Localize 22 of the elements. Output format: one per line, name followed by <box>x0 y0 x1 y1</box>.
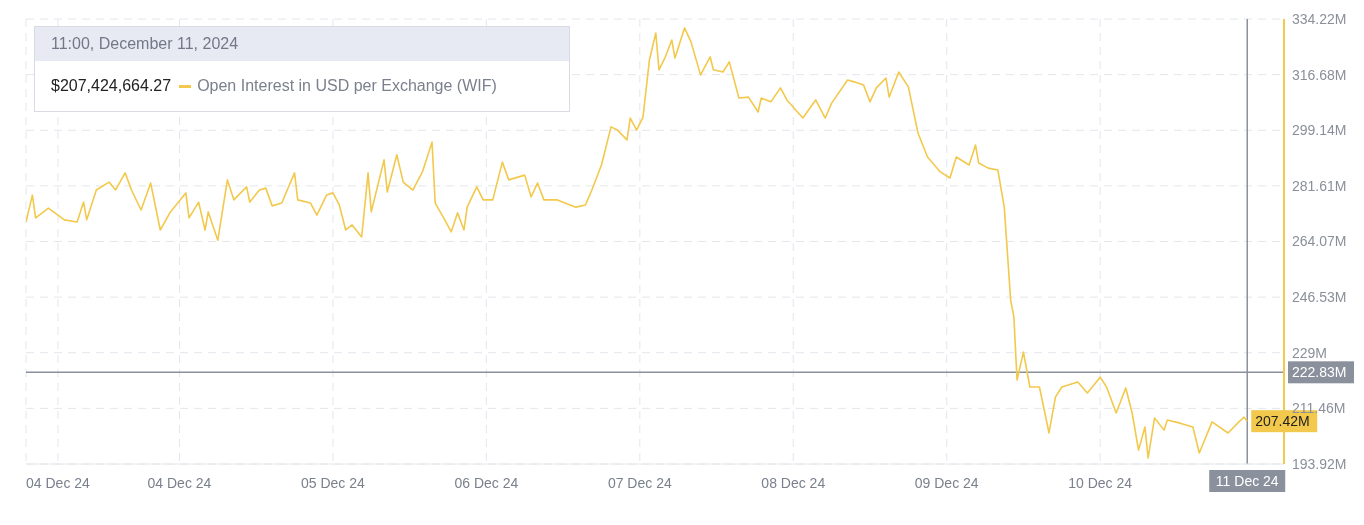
x-tick-label: 10 Dec 24 <box>1068 474 1133 491</box>
ref-line-label: 222.83M <box>1292 364 1347 381</box>
x-tick-label: 04 Dec 24 <box>147 474 212 491</box>
x-tick-label: 06 Dec 24 <box>454 474 519 491</box>
x-tick-label: 07 Dec 24 <box>607 474 672 491</box>
y-tick-label: 229M <box>1292 344 1328 361</box>
y-tick-label: 264.07M <box>1292 233 1347 250</box>
line-series <box>26 27 1249 459</box>
y-tick-label: 316.68M <box>1292 66 1347 83</box>
x-tick-label: 05 Dec 24 <box>300 474 366 491</box>
x-tick-label: 04 Dec 24 <box>26 474 91 491</box>
x-tick-label: 08 Dec 24 <box>761 474 826 491</box>
y-tick-label: 299.14M <box>1292 122 1347 139</box>
y-tick-label: 334.22M <box>1292 10 1347 27</box>
x-tick-label: 09 Dec 24 <box>914 474 979 491</box>
y-tick-label: 246.53M <box>1292 289 1347 306</box>
legend-label: Open Interest in USD per Exchange (WIF) <box>197 77 497 95</box>
y-tick-label: 281.61M <box>1292 177 1347 194</box>
annotation: 11:00, December 11, 2024 <box>35 27 569 61</box>
annotation: $207,424,664.27 <box>51 77 172 95</box>
y-tick-label: 193.92M <box>1292 455 1347 472</box>
ref-line-label: 11 Dec 24 <box>1215 473 1279 489</box>
